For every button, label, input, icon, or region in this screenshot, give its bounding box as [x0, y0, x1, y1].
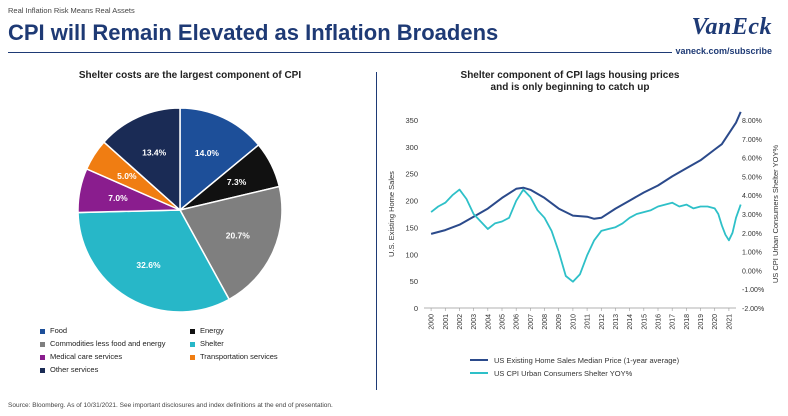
- x-tick-label: 2000: [429, 314, 436, 330]
- legend-label: Food: [50, 326, 68, 335]
- line-legend-label: US Existing Home Sales Median Price (1-y…: [494, 356, 680, 365]
- y-right-tick-label: 8.00%: [742, 118, 762, 125]
- pie-legend-item-other-services: Other services: [40, 365, 98, 374]
- y-right-axis-title: US CPI Urban Consumers Shelter YOY%: [771, 145, 780, 284]
- y-left-tick-label: 150: [405, 223, 418, 232]
- cpi-components-pie-chart: 14.0% 7.3% 20.7% 32.6% 7.0% 5.0% 13.4%: [77, 107, 283, 313]
- x-tick-label: 2015: [641, 314, 648, 330]
- home-price-series-line: [430, 111, 742, 235]
- x-tick-label: 2009: [556, 314, 563, 330]
- legend-label: Energy: [200, 326, 224, 335]
- pie-legend-item-food: Food: [40, 326, 67, 335]
- header-rule: [8, 52, 672, 53]
- pie-label-transportation-services: 5.0%: [117, 171, 137, 181]
- y-right-tick-label: 4.00%: [742, 193, 762, 200]
- x-tick-label: 2012: [599, 314, 606, 330]
- x-tick-label: 2018: [684, 314, 691, 330]
- x-tick-label: 2006: [514, 314, 521, 330]
- x-tick-label: 2010: [570, 314, 577, 330]
- legend-label: Other services: [50, 365, 99, 374]
- legend-swatch: [40, 367, 45, 373]
- y-left-tick-label: 250: [405, 170, 418, 179]
- shelter-cpi-series-line: [430, 188, 742, 283]
- pie-slice-shelter: [77, 209, 231, 313]
- y-right-tick-label: 5.00%: [742, 174, 762, 181]
- x-tick-label: 2017: [670, 314, 677, 330]
- pie-legend-item-transportation-services: Transportation services: [190, 352, 278, 361]
- pie-slice-food: [179, 107, 260, 212]
- pie-legend-item-shelter: Shelter: [190, 339, 224, 348]
- y-right-tick-label: -1.00%: [742, 287, 764, 294]
- y-right-tick-label: -2.00%: [742, 306, 764, 313]
- x-tick-label: 2011: [585, 314, 592, 329]
- pie-label-medical-care-services: 7.0%: [108, 193, 128, 203]
- pie-label-shelter: 32.6%: [136, 260, 161, 270]
- y-right-tick-label: 6.00%: [742, 156, 762, 163]
- pie-legend-item-medical-care-services: Medical care services: [40, 352, 122, 361]
- kicker-text: Real Inflation Risk Means Real Assets: [8, 6, 135, 15]
- x-tick-label: 2005: [500, 314, 507, 330]
- x-tick-label: 2014: [627, 314, 634, 330]
- y-right-tick-label: 1.00%: [742, 250, 762, 257]
- pie-legend-item-energy: Energy: [190, 326, 224, 335]
- x-tick-label: 2003: [471, 314, 478, 330]
- x-tick-label: 2002: [457, 314, 464, 330]
- line-legend-label: US CPI Urban Consumers Shelter YOY%: [494, 369, 633, 378]
- legend-label: Transportation services: [200, 352, 278, 361]
- pie-label-energy: 7.3%: [227, 177, 247, 187]
- legend-swatch: [190, 341, 195, 347]
- x-tick-label: 2016: [656, 314, 663, 330]
- y-left-tick-label: 200: [405, 197, 418, 206]
- panel-divider: [376, 72, 377, 390]
- x-tick-label: 2021: [726, 314, 733, 330]
- y-left-tick-label: 350: [405, 116, 418, 125]
- x-tick-label: 2004: [485, 314, 492, 330]
- y-left-tick-label: 300: [405, 143, 418, 152]
- x-tick-label: 2008: [542, 314, 549, 330]
- y-right-tick-label: 0.00%: [742, 268, 762, 275]
- subscribe-link[interactable]: vaneck.com/subscribe: [675, 46, 772, 56]
- y-right-tick-label: 7.00%: [742, 137, 762, 144]
- y-left-tick-label: 100: [405, 250, 418, 259]
- y-left-tick-label: 50: [410, 277, 418, 286]
- y-right-tick-label: 2.00%: [742, 231, 762, 238]
- legend-swatch: [40, 341, 45, 347]
- shelter-vs-home-prices-line-chart: 0 50 100 150 200 250 300 350 -2.00% -1.00% 0.00% 1.…: [387, 111, 780, 378]
- source-note: Source: Bloomberg. As of 10/31/2021. See…: [8, 402, 333, 409]
- legend-swatch: [40, 354, 45, 360]
- pie-slice-other-services: [102, 107, 181, 212]
- pie-slice-commodities-less-food-and-energy: [178, 185, 283, 301]
- legend-swatch: [40, 328, 45, 334]
- y-right-tick-label: 3.00%: [742, 212, 762, 219]
- x-tick-label: 2020: [712, 314, 719, 330]
- x-tick-label: 2007: [528, 314, 535, 330]
- vaneck-logo: VanEck: [691, 14, 772, 40]
- legend-label: Medical care services: [50, 352, 123, 361]
- legend-label: Commodities less food and energy: [50, 339, 166, 348]
- pie-label-commodities-less-food-and-energy: 20.7%: [226, 231, 251, 241]
- line-chart-title-line2: and is only beginning to catch up: [490, 82, 650, 93]
- x-tick-label: 2001: [443, 314, 450, 330]
- pie-label-food: 14.0%: [195, 148, 220, 158]
- y-left-tick-label: 0: [414, 304, 418, 313]
- y-left-axis-title: U.S. Existing Home Sales: [387, 171, 396, 257]
- pie-legend-item-commodities-less-food-and-energy: Commodities less food and energy: [40, 339, 165, 348]
- legend-label: Shelter: [200, 339, 224, 348]
- x-tick-label: 2019: [698, 314, 705, 330]
- line-chart-title-line1: Shelter component of CPI lags housing pr…: [460, 70, 680, 81]
- x-tick-label: 2013: [613, 314, 620, 330]
- legend-swatch: [190, 328, 195, 334]
- pie-chart-title: Shelter costs are the largest component …: [78, 70, 302, 81]
- pie-label-other-services: 13.4%: [142, 147, 167, 157]
- page-title: CPI will Remain Elevated as Inflation Br…: [8, 20, 499, 45]
- legend-swatch: [190, 354, 195, 360]
